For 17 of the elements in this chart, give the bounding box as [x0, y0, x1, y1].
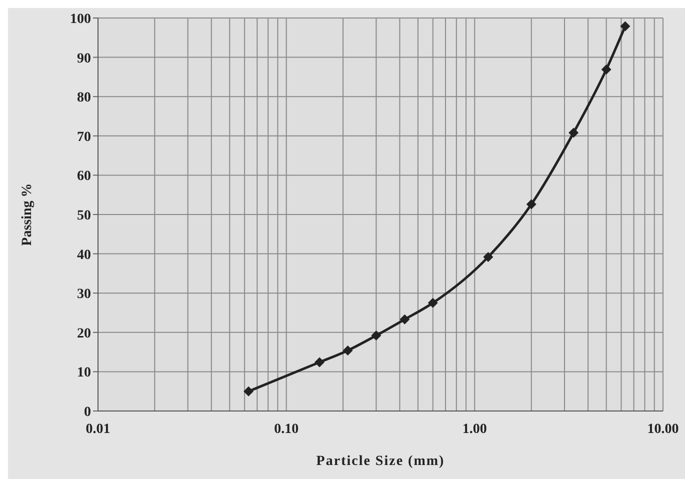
- x-axis-title: Particle Size (mm): [316, 454, 445, 469]
- y-tick-label: 30: [77, 287, 91, 302]
- y-tick-label: 10: [77, 366, 91, 381]
- y-axis-title: Passing %: [20, 183, 35, 246]
- x-tick-label: 0.01: [86, 422, 110, 437]
- y-tick-label: 60: [77, 169, 91, 184]
- y-tick-label: 20: [77, 326, 91, 342]
- y-tick-label: 80: [77, 90, 91, 106]
- y-tick-label: 0: [84, 404, 91, 420]
- x-tick-label: 0.10: [274, 422, 299, 437]
- y-tick-label: 90: [77, 51, 91, 66]
- x-tick-label: 10.00: [647, 422, 679, 437]
- y-tick-label: 50: [77, 208, 91, 224]
- y-tick-label: 70: [77, 130, 91, 145]
- y-tick-label: 40: [77, 248, 91, 263]
- y-tick-label: 100: [70, 12, 91, 27]
- x-tick-label: 1.00: [462, 422, 487, 437]
